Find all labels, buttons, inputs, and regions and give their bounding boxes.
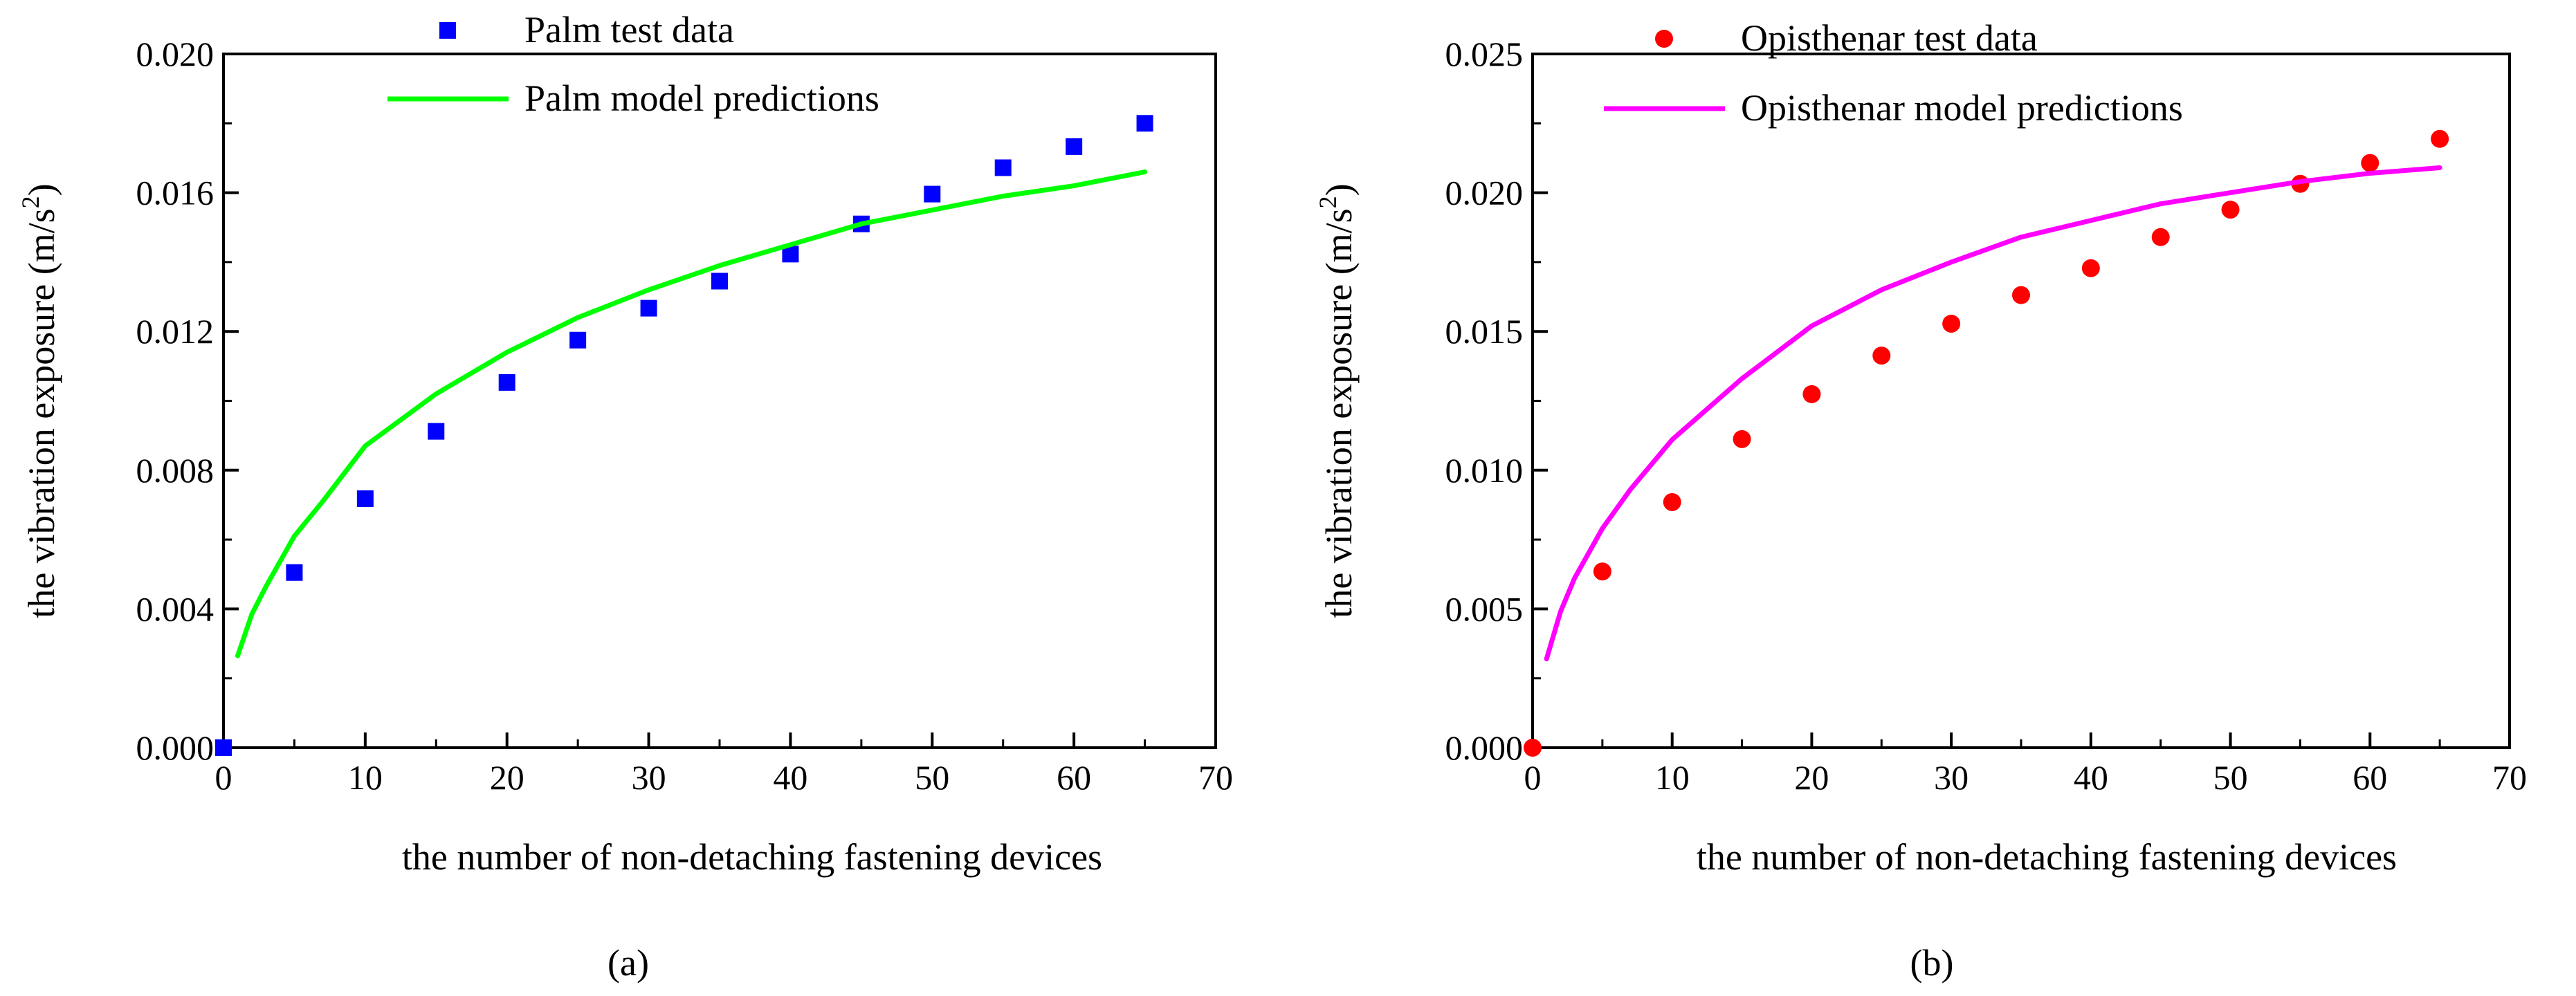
opisthenar-test-data-point [1524,739,1542,757]
opisthenar-test-data-point [2221,201,2240,219]
x-tick-label: 40 [773,758,807,797]
opisthenar-test-data-point [1942,314,1961,333]
y-axis-label-sup: 2 [17,196,44,208]
y-tick-label: 0.004 [136,589,214,628]
x-tick-label: 10 [1655,758,1690,797]
y-tick-label: 0.020 [136,35,214,73]
y-axis-label-tail: ) [1318,183,1360,196]
plot-frame [222,53,1217,749]
legend-label-palm-test-data: Palm test data [524,9,734,50]
y-tick-label: 0.000 [1445,728,1524,767]
y-tick-label: 0.005 [1445,589,1524,628]
x-tick-label: 30 [632,758,666,797]
panel-label: (a) [608,942,649,984]
x-tick-label: 70 [2492,758,2527,797]
legend-label-opisthenar-model-predictions: Opisthenar model predictions [1741,87,2183,129]
x-tick-label: 50 [915,758,949,797]
x-tick-label: 20 [490,758,524,797]
opisthenar-test-data-point [1872,347,1891,365]
x-tick-label: 20 [1794,758,1829,797]
opisthenar-test-data-point [2151,228,2170,246]
palm-test-data-point [428,423,445,440]
opisthenar-test-data-point [1733,430,1751,448]
palm-test-data-point [356,490,374,507]
legend: Palm test data Palm model predictions [387,9,879,119]
x-axis-label: the number of non-detaching fastening de… [402,836,1102,878]
y-tick-label: 0.008 [136,451,214,490]
x-tick-label: 30 [1934,758,1968,797]
chart-panel-a: 0 10 20 30 40 50 60 70 0.000 0.004 0.008 0.012 0.016… [17,9,1233,984]
opisthenar-test-data-point [2012,286,2030,304]
palm-test-data-point [286,564,303,581]
palm-test-data-point [1136,115,1153,132]
x-tick-label: 50 [2213,758,2248,797]
x-tick-label: 60 [1057,758,1091,797]
x-tick-label: 0 [1524,758,1542,797]
x-tick-label: 40 [2074,758,2108,797]
y-tick-label: 0.015 [1445,312,1524,351]
opisthenar-test-data-point [1663,492,1681,511]
y-tick-label: 0.020 [1445,174,1524,212]
x-axis-label: the number of non-detaching fastening de… [1697,836,2397,878]
legend-label-palm-model-predictions: Palm model predictions [524,77,879,119]
y-axis-label-sup: 2 [1314,196,1342,208]
palm-model-predictions-line [235,169,1148,658]
palm-test-data-point [924,185,941,203]
y-tick-label: 0.000 [136,728,214,767]
legend: Opisthenar test data Opisthenar model pre… [1604,17,2183,129]
chart-panel-b: 0 10 20 30 40 50 60 70 0.000 0.005 0.010 0.015 0.020… [1314,17,2527,984]
panel-label: (b) [1910,942,1954,984]
y-tick-label: 0.012 [136,312,214,351]
y-axis-label-main: the vibration exposure (m/s [21,208,62,618]
x-tick-label: 0 [215,758,232,797]
opisthenar-model-predictions-line [1544,165,2442,662]
x-tick-label: 70 [1198,758,1233,797]
palm-test-data-point [1066,138,1083,155]
opisthenar-test-data-point [2431,129,2449,148]
x-tick-label: 10 [348,758,383,797]
palm-test-data-point [994,159,1012,176]
y-axis-label-tail: ) [21,183,62,196]
y-tick-label: 0.025 [1445,35,1524,73]
x-tick-label: 60 [2353,758,2387,797]
y-tick-label: 0.010 [1445,451,1524,490]
opisthenar-test-data-point [1593,562,1611,581]
palm-test-data-point [640,299,657,317]
legend-label-opisthenar-test-data: Opisthenar test data [1741,17,2038,59]
palm-test-data-point [215,739,232,756]
y-axis-label: the vibration exposure (m/s2) [17,183,62,618]
palm-test-data-point [711,273,728,290]
palm-test-data-point [569,331,587,349]
y-axis-label: the vibration exposure (m/s2) [1314,183,1360,618]
y-axis-label-main: the vibration exposure (m/s [1318,208,1360,618]
palm-test-data-point [498,374,515,391]
opisthenar-test-data-point [2361,154,2379,172]
opisthenar-test-data-point [2081,259,2100,277]
legend-swatch-opisthenar-test-data [1655,30,1673,48]
y-tick-label: 0.016 [136,174,214,212]
legend-swatch-palm-test-data [439,22,456,39]
opisthenar-test-data-point [1802,385,1821,403]
